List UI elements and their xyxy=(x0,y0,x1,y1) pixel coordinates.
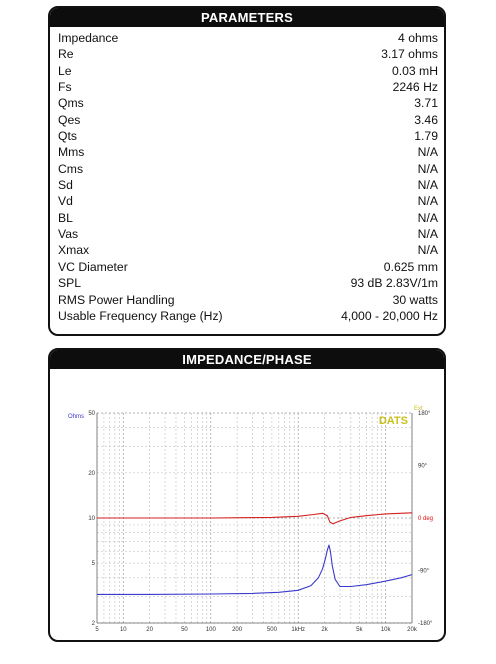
param-value: N/A xyxy=(417,194,438,209)
param-row: Qes 3.46 xyxy=(58,112,438,128)
param-value: 0.625 mm xyxy=(383,259,438,274)
y-tick-label: 2 xyxy=(92,621,96,627)
param-label: Usable Frequency Range (Hz) xyxy=(58,308,223,323)
param-value: N/A xyxy=(417,227,438,242)
param-value: N/A xyxy=(417,145,438,160)
param-value: 2246 Hz xyxy=(392,80,438,95)
param-label: Xmax xyxy=(58,243,90,258)
parameters-title: PARAMETERS xyxy=(50,8,444,27)
x-tick-label: 5k xyxy=(356,627,363,633)
y-tick-label: 20 xyxy=(88,471,95,477)
param-row: Qms 3.71 xyxy=(58,95,438,111)
param-row: VC Diameter 0.625 mm xyxy=(58,259,438,275)
x-tick-label: 20 xyxy=(146,627,153,633)
param-label: Cms xyxy=(58,161,84,176)
param-label: BL xyxy=(58,210,73,225)
phase-tick-label: 180° xyxy=(418,411,431,417)
dats-brand-label: DATS xyxy=(379,415,408,427)
x-tick-label: 2k xyxy=(321,627,328,633)
param-row: Impedance 4 ohms xyxy=(58,30,438,46)
param-value: 3.17 ohms xyxy=(381,47,438,62)
param-row: Vas N/A xyxy=(58,226,438,242)
parameters-panel: PARAMETERS Impedance 4 ohms Re 3.17 ohms Le 0… xyxy=(48,6,446,336)
impedance-phase-title: IMPEDANCE/PHASE xyxy=(50,350,444,369)
param-row: RMS Power Handling 30 watts xyxy=(58,292,438,308)
param-value: N/A xyxy=(417,161,438,176)
param-label: Vas xyxy=(58,227,79,242)
param-label: Vd xyxy=(58,194,73,209)
param-row: Usable Frequency Range (Hz) 4,000 - 20,00… xyxy=(58,308,438,324)
param-row: BL N/A xyxy=(58,210,438,226)
param-row: Mms N/A xyxy=(58,144,438,160)
y-tick-label: 10 xyxy=(88,516,95,522)
x-tick-label: 500 xyxy=(267,627,278,633)
param-row: SPL 93 dB 2.83V/1m xyxy=(58,275,438,291)
impedance-phase-panel: IMPEDANCE/PHASE 5 10 20 50 100 200 500 1kHz 2k 5k… xyxy=(48,348,446,642)
param-value: 93 dB 2.83V/1m xyxy=(350,276,438,291)
x-tick-label: 10k xyxy=(381,627,392,633)
x-tick-label: 200 xyxy=(232,627,243,633)
param-label: Le xyxy=(58,63,72,78)
param-value: 30 watts xyxy=(392,292,438,307)
y-tick-label: 5 xyxy=(92,561,96,567)
x-tick-label: 5 xyxy=(95,627,99,633)
param-row: Sd N/A xyxy=(58,177,438,193)
phase-curve xyxy=(97,512,413,525)
param-label: Sd xyxy=(58,178,73,193)
phase-tick-label: 0 deg xyxy=(418,516,433,522)
param-label: Impedance xyxy=(58,31,119,45)
param-label: Mms xyxy=(58,145,85,160)
phase-tick-label: -90° xyxy=(418,569,430,575)
param-value: N/A xyxy=(417,243,438,258)
param-label: Qms xyxy=(58,96,84,111)
impedance-chart-area: 5 10 20 50 100 200 500 1kHz 2k 5k 10k 20k 2 5 10 20 50 18… xyxy=(50,369,444,640)
param-row: Vd N/A xyxy=(58,193,438,209)
param-row: Fs 2246 Hz xyxy=(58,79,438,95)
phase-tick-label: -180° xyxy=(418,621,433,627)
param-label: Qes xyxy=(58,112,81,127)
param-value: N/A xyxy=(417,178,438,193)
right-axis-unit: Ext xyxy=(414,406,423,412)
impedance-curve xyxy=(97,544,413,595)
x-tick-label: 10 xyxy=(120,627,127,633)
param-value: 4 ohms xyxy=(398,31,438,45)
param-value: 3.71 xyxy=(414,96,438,111)
param-row: Le 0.03 mH xyxy=(58,63,438,79)
param-label: Qts xyxy=(58,129,77,144)
x-tick-label: 20k xyxy=(407,627,418,633)
param-value: 0.03 mH xyxy=(391,63,438,78)
param-label: VC Diameter xyxy=(58,259,128,274)
param-row: Re 3.17 ohms xyxy=(58,46,438,62)
left-axis-unit: Ohms xyxy=(68,414,84,420)
param-row: Qts 1.79 xyxy=(58,128,438,144)
param-label: Fs xyxy=(58,80,72,95)
param-value: 3.46 xyxy=(414,112,438,127)
param-label: SPL xyxy=(58,276,82,291)
x-tick-label: 1kHz xyxy=(291,627,305,633)
param-value: 4,000 - 20,000 Hz xyxy=(341,308,438,323)
param-value: N/A xyxy=(417,210,438,225)
param-value: 1.79 xyxy=(414,129,438,144)
param-row: Xmax N/A xyxy=(58,242,438,258)
x-tick-label: 100 xyxy=(206,627,217,633)
param-row: Cms N/A xyxy=(58,161,438,177)
phase-tick-label: 90° xyxy=(418,464,428,470)
y-tick-label: 50 xyxy=(88,411,95,417)
parameters-list: Impedance 4 ohms Re 3.17 ohms Le 0.03 mH Fs 224… xyxy=(50,27,444,324)
param-label: RMS Power Handling xyxy=(58,292,175,307)
param-label: Re xyxy=(58,47,74,62)
x-tick-label: 50 xyxy=(181,627,188,633)
